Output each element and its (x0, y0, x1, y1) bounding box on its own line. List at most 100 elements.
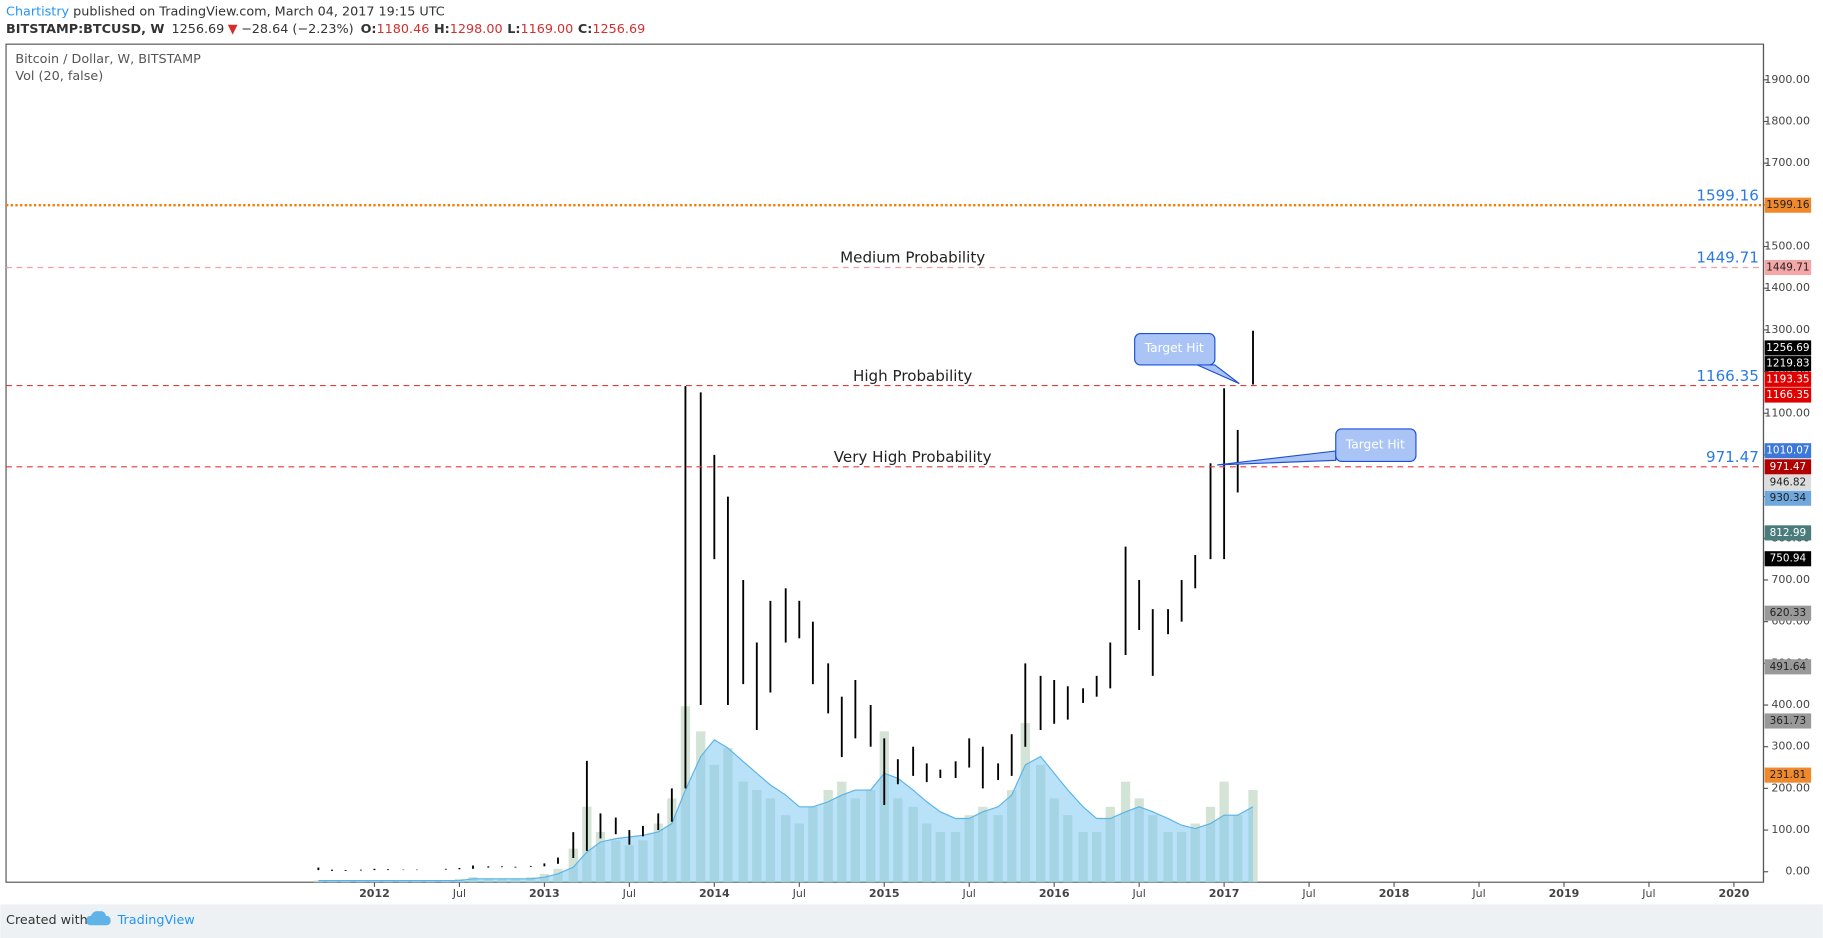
x-tick-label: Jul (452, 887, 466, 900)
x-tick-label: Jul (962, 887, 976, 900)
price-tag-label: 231.81 (1770, 769, 1807, 781)
callout-box (1134, 333, 1216, 366)
price-tag-label: 1193.35 (1766, 373, 1809, 385)
price-tag-label: 930.34 (1770, 492, 1807, 504)
volume-bar (568, 848, 578, 883)
footer-bg (0, 904, 1823, 938)
symbol-line: BITSTAMP:BTCUSD, W 1256.69 ▼ −28.64 (−2.23%… (6, 22, 645, 37)
x-tick-label: 2015 (869, 887, 900, 900)
level-value: 1449.71 (1696, 249, 1758, 267)
x-tick-label: Jul (1641, 887, 1655, 900)
h: 1298.00 (450, 22, 503, 37)
price-tag-label: 946.82 (1770, 477, 1807, 489)
callout-text: Target Hit (1345, 438, 1405, 452)
x-tick-label: 2020 (1719, 887, 1750, 900)
x-tick-label: 2016 (1039, 887, 1070, 900)
y-tick-label: 300.00 (1771, 740, 1810, 753)
price-tag-label: 812.99 (1770, 527, 1807, 539)
callout-text: Target Hit (1144, 341, 1204, 355)
x-tick-label: 2014 (699, 887, 730, 900)
published: published on TradingView.com, March 04, … (69, 4, 445, 19)
price-tag (1764, 525, 1812, 541)
x-tick-label: Jul (792, 887, 806, 900)
price-tag (1764, 387, 1812, 403)
l-label: L: (507, 22, 520, 37)
price-tag-label: 620.33 (1770, 607, 1807, 619)
level-value: 1599.16 (1696, 186, 1758, 204)
x-tick-label: 2019 (1549, 887, 1580, 900)
footer-brand[interactable]: TradingView (117, 913, 195, 928)
level-text: Medium Probability (840, 249, 985, 267)
price-tag (1764, 443, 1812, 459)
level-value: 1166.35 (1696, 367, 1758, 385)
y-tick-label: 1800.00 (1764, 114, 1810, 127)
c-label: C: (578, 22, 592, 37)
price-tag (1764, 371, 1812, 387)
author[interactable]: Chartistry (6, 4, 70, 19)
price-tag-label: 1256.69 (1766, 342, 1809, 354)
l: 1169.00 (521, 22, 574, 37)
volume-ma-line (318, 738, 1254, 882)
y-tick-label: 1700.00 (1764, 156, 1810, 169)
volume-ma-area (318, 739, 1254, 883)
y-tick-label: 1300.00 (1764, 323, 1810, 336)
price-tag (1764, 459, 1812, 475)
tv-logo (86, 911, 111, 926)
price-tag (1764, 767, 1812, 783)
arrow: ▼ (228, 22, 238, 37)
footer-created: Created with (6, 913, 88, 928)
y-tick-label: 700.00 (1771, 573, 1810, 586)
x-tick-label: 2018 (1379, 887, 1410, 900)
price-tag-label: 491.64 (1770, 661, 1807, 673)
price-tag (1764, 659, 1812, 675)
y-tick-label: 1100.00 (1764, 406, 1810, 419)
marks: 0.00100.00200.00300.00400.00500.00600.00… (6, 73, 1812, 900)
y-tick-label: 1400.00 (1764, 281, 1810, 294)
price-tag (1764, 551, 1812, 567)
callout-box (1335, 428, 1417, 463)
y-tick-label: 200.00 (1771, 781, 1810, 794)
price-tag (1764, 605, 1812, 621)
price-tag (1764, 490, 1812, 506)
price-tag-label: 361.73 (1770, 715, 1807, 727)
price-tag-label: 1219.83 (1766, 358, 1809, 370)
x-tick-label: Jul (1131, 887, 1145, 900)
level-text: High Probability (853, 367, 972, 385)
y-tick-label: 0.00 (1785, 865, 1810, 878)
price-tag (1764, 474, 1812, 491)
x-tick-label: Jul (1471, 887, 1485, 900)
price-tag (1764, 259, 1812, 276)
symbol: BITSTAMP:BTCUSD, W (6, 22, 164, 37)
legend-title: Bitcoin / Dollar, W, BITSTAMP (15, 52, 201, 67)
price-tag (1764, 340, 1812, 356)
h-label: H: (434, 22, 450, 37)
x-tick-label: 2013 (529, 887, 560, 900)
price-tag-label: 1166.35 (1766, 389, 1809, 401)
x-tick-label: Jul (1301, 887, 1315, 900)
level-value: 971.47 (1706, 448, 1759, 466)
header-line: Chartistry published on TradingView.com,… (6, 4, 445, 19)
x-tick-label: 2012 (359, 887, 390, 900)
last: 1256.69 (172, 22, 225, 37)
c: 1256.69 (592, 22, 645, 37)
volume-label: Vol (20, false) (15, 69, 103, 84)
x-tick-label: Jul (622, 887, 636, 900)
price-tag-label: 1449.71 (1766, 261, 1809, 273)
o: 1180.46 (377, 22, 430, 37)
price-tag (1764, 713, 1812, 729)
price-tag-label: 1010.07 (1766, 445, 1809, 457)
price-tag-label: 750.94 (1770, 553, 1807, 565)
callout: Target Hit Target Hit (1134, 333, 1417, 466)
o-label: O: (361, 22, 377, 37)
price-tag-label: 971.47 (1770, 461, 1807, 473)
y-tick-label: 400.00 (1771, 698, 1810, 711)
y-tick-label: 1900.00 (1764, 73, 1810, 86)
price-tag-label: 1599.16 (1766, 199, 1809, 211)
x-tick-label: 2017 (1209, 887, 1240, 900)
level-text: Very High Probability (834, 448, 992, 466)
price-tag (1764, 197, 1812, 213)
change: −28.64 (−2.23%) (241, 22, 354, 37)
y-tick-label: 100.00 (1771, 823, 1810, 836)
y-tick-label: 1500.00 (1764, 240, 1810, 253)
